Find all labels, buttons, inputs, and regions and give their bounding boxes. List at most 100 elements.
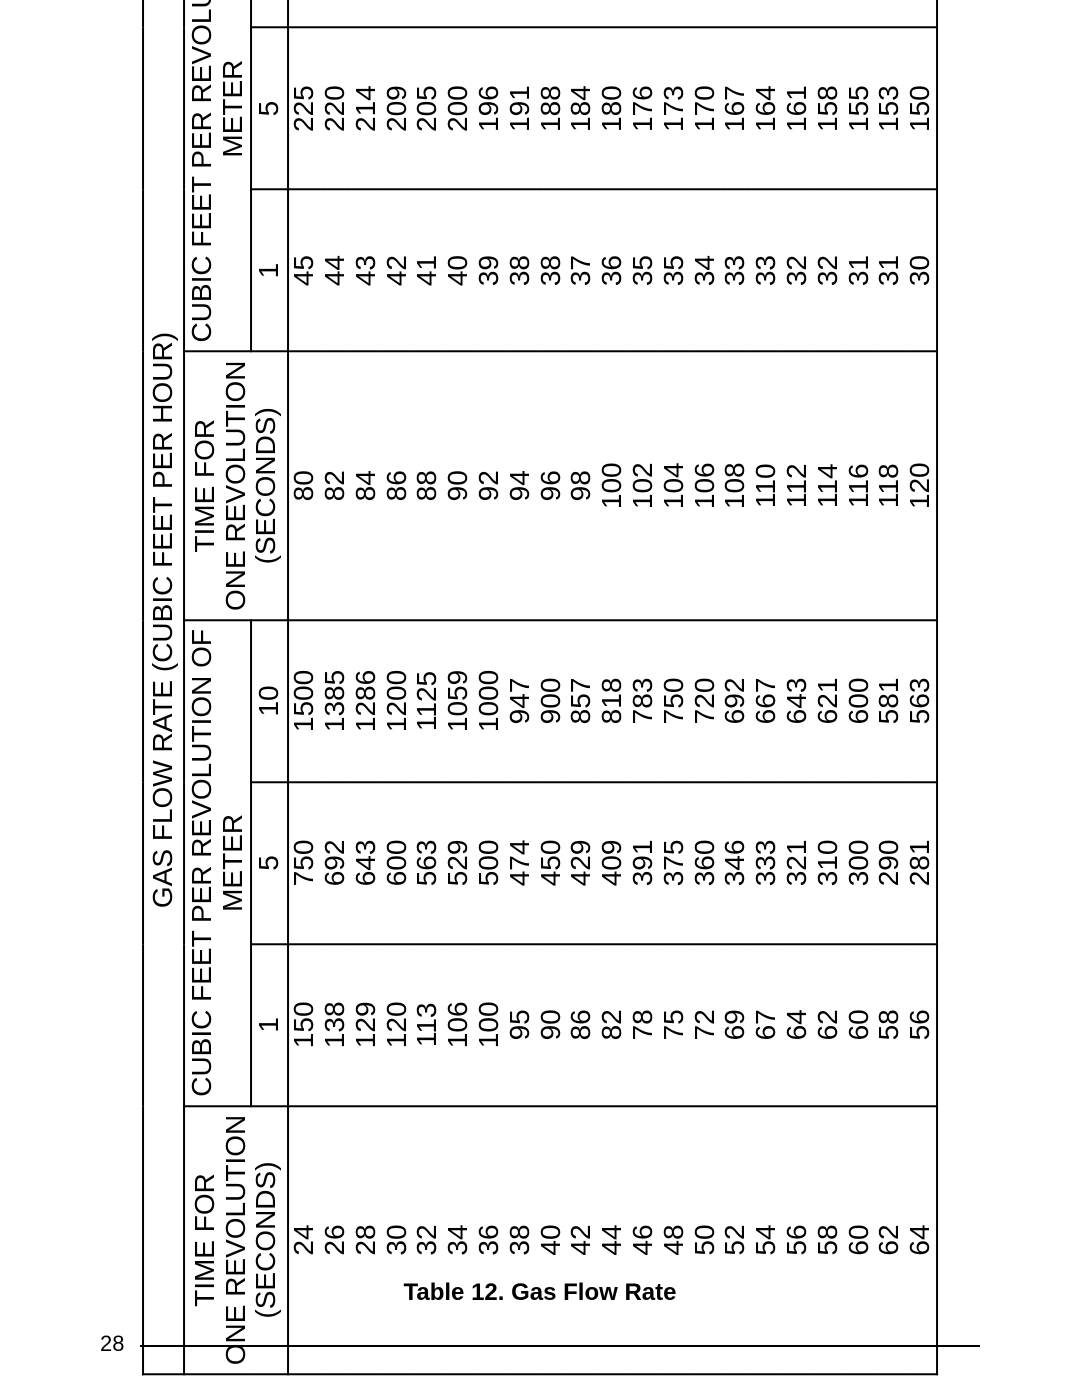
cell-c1-right: 45 [288, 190, 320, 352]
cell-time-left: 38 [505, 1106, 536, 1374]
table-row: 3211356311258841205409 [412, 0, 443, 1374]
page: GAS FLOW RATE (CUBIC FEET PER HOUR) TIME… [0, 0, 1080, 1397]
cell-c10-right: 321 [782, 0, 813, 28]
cell-time-right: 80 [288, 352, 320, 620]
cell-c5-left: 409 [597, 782, 628, 944]
cell-c10-left: 621 [813, 620, 844, 782]
cell-c5-right: 150 [905, 28, 937, 190]
cell-c10-left: 643 [782, 620, 813, 782]
cell-c5-left: 310 [813, 782, 844, 944]
cell-time-right: 94 [505, 352, 536, 620]
cell-time-right: 120 [905, 352, 937, 620]
cell-c10-left: 1385 [320, 620, 351, 782]
time-h-r3: (SECONDS) [250, 407, 281, 564]
sub-10-left: 10 [251, 620, 288, 782]
cell-c5-right: 205 [412, 28, 443, 190]
cell-c5-right: 164 [751, 28, 782, 190]
cell-c10-right: 409 [412, 0, 443, 28]
cell-c10-right: 391 [474, 0, 505, 28]
header-row-1: TIME FOR ONE REVOLUTION (SECONDS) CUBIC … [184, 0, 252, 1374]
table-row: 3610050010009239196391 [474, 0, 505, 1374]
cell-c5-right: 188 [536, 28, 567, 190]
cell-c10-left: 563 [905, 620, 937, 782]
cell-c10-left: 581 [874, 620, 905, 782]
cell-c1-left: 58 [874, 944, 905, 1106]
cell-time-left: 64 [905, 1106, 937, 1374]
cell-time-right: 88 [412, 352, 443, 620]
cell-time-left: 28 [351, 1106, 382, 1374]
cell-c5-right: 170 [690, 28, 721, 190]
table-row: 625829058111831153305 [874, 0, 905, 1374]
cell-c10-right: 367 [566, 0, 597, 28]
cell-c5-right: 161 [782, 28, 813, 190]
cell-c10-left: 900 [536, 620, 567, 782]
cell-c10-left: 600 [844, 620, 875, 782]
cell-c1-right: 43 [351, 190, 382, 352]
title-row: GAS FLOW RATE (CUBIC FEET PER HOUR) [143, 0, 184, 1374]
cell-c5-left: 281 [905, 782, 937, 944]
table-row: 3012060012008642209419 [382, 0, 413, 1374]
cell-time-right: 100 [597, 352, 628, 620]
cell-c1-left: 60 [844, 944, 875, 1106]
cell-c10-left: 1286 [351, 620, 382, 782]
cell-c10-left: 750 [659, 620, 690, 782]
cell-c5-right: 176 [628, 28, 659, 190]
table-row: 566432164311232161321 [782, 0, 813, 1374]
cell-c10-right: 340 [690, 0, 721, 28]
cell-time-left: 50 [690, 1106, 721, 1374]
cell-c1-right: 37 [566, 190, 597, 352]
cell-time-left: 26 [320, 1106, 351, 1374]
cf-h-rl1: CUBIC FEET PER REVOLUTION OF [186, 0, 217, 343]
cell-time-left: 34 [443, 1106, 474, 1374]
table-caption: Table 12. Gas Flow Rate [0, 1279, 1080, 1307]
cell-c5-right: 180 [597, 28, 628, 190]
cell-c10-right: 375 [536, 0, 567, 28]
sub-10-right: 10 [251, 0, 288, 28]
time-h-l2: ONE REVOLUTION [220, 1115, 251, 1365]
cell-c5-left: 500 [474, 782, 505, 944]
cell-c1-right: 38 [505, 190, 536, 352]
cell-c5-right: 220 [320, 28, 351, 190]
cf-header-left: CUBIC FEET PER REVOLUTION OF METER [184, 620, 252, 1106]
cell-c5-right: 191 [505, 28, 536, 190]
cell-time-right: 90 [443, 352, 474, 620]
cell-time-right: 114 [813, 352, 844, 620]
cell-time-left: 52 [720, 1106, 751, 1374]
cell-c5-right: 167 [720, 28, 751, 190]
cell-c1-right: 35 [659, 190, 690, 352]
table-head: GAS FLOW RATE (CUBIC FEET PER HOUR) TIME… [143, 0, 288, 1374]
cell-c5-left: 692 [320, 782, 351, 944]
cell-c1-right: 33 [751, 190, 782, 352]
cell-c5-left: 643 [351, 782, 382, 944]
cell-c1-left: 86 [566, 944, 597, 1106]
sub-5-left: 5 [251, 782, 288, 944]
cell-c1-left: 106 [443, 944, 474, 1106]
cell-c10-right: 346 [659, 0, 690, 28]
cell-c10-right: 305 [874, 0, 905, 28]
cell-c5-right: 209 [382, 28, 413, 190]
cell-c10-left: 1125 [412, 620, 443, 782]
cf-header-right: CUBIC FEET PER REVOLUTION OF METER [184, 0, 252, 352]
cell-c10-left: 1500 [288, 620, 320, 782]
cell-time-left: 54 [751, 1106, 782, 1374]
cell-c10-left: 857 [566, 620, 597, 782]
cell-c5-left: 290 [874, 782, 905, 944]
table-row: 2613869213858244220439 [320, 0, 351, 1374]
cell-time-right: 112 [782, 352, 813, 620]
cell-c1-right: 39 [474, 190, 505, 352]
cell-time-left: 46 [628, 1106, 659, 1374]
cell-c1-right: 41 [412, 190, 443, 352]
cell-time-right: 108 [720, 352, 751, 620]
cell-c5-right: 214 [351, 28, 382, 190]
cell-time-left: 56 [782, 1106, 813, 1374]
cell-time-right: 92 [474, 352, 505, 620]
cell-c5-left: 321 [782, 782, 813, 944]
cell-time-right: 106 [690, 352, 721, 620]
cell-c1-right: 35 [628, 190, 659, 352]
cell-c10-right: 383 [505, 0, 536, 28]
cell-c10-right: 429 [351, 0, 382, 28]
table-row: 448240981810036180360 [597, 0, 628, 1374]
time-h-r2: ONE REVOLUTION [220, 361, 251, 611]
cell-c1-right: 32 [813, 190, 844, 352]
table-row: 2415075015008045225450 [288, 0, 320, 1374]
